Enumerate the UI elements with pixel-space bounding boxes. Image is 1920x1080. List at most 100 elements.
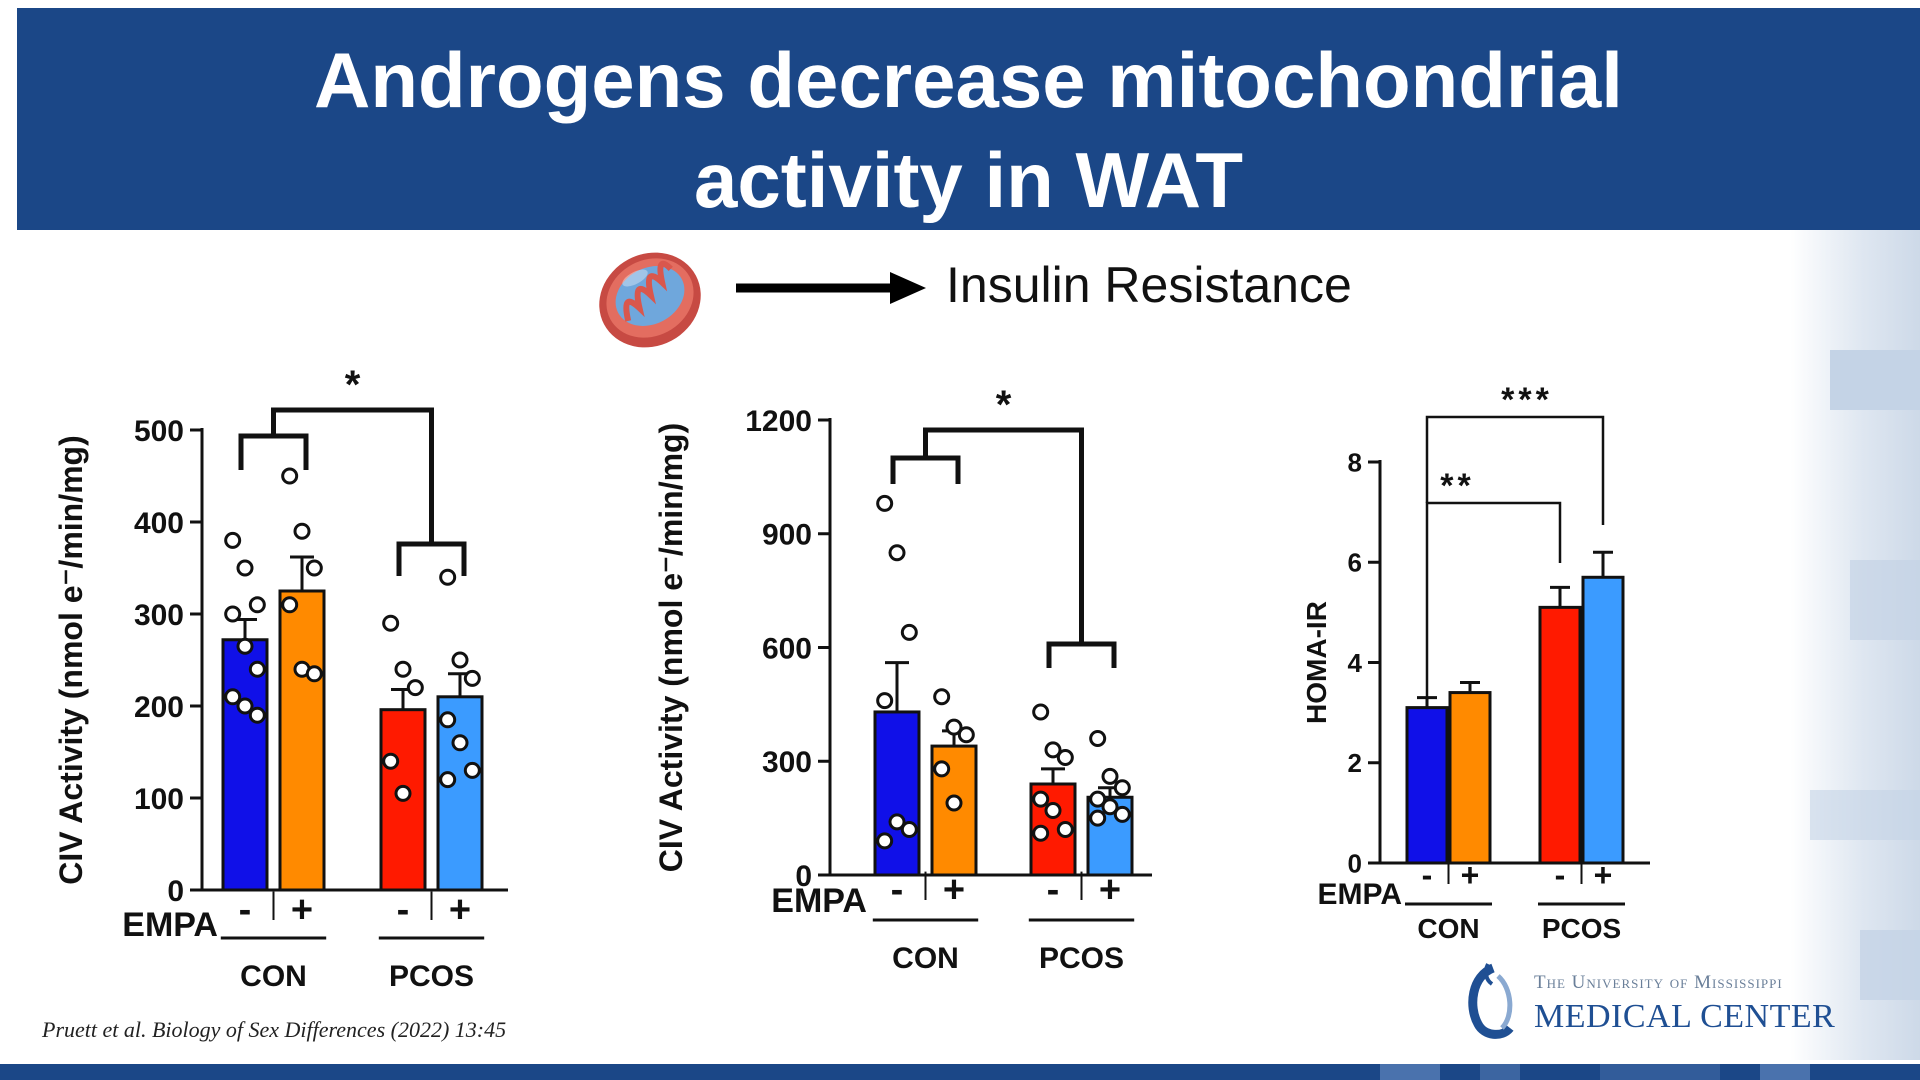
insulin-resistance-label: Insulin Resistance [946,257,1352,313]
data-point [1044,802,1062,820]
chart-civ-activity-1: 0 100 200 300 400 500 CIV Activity (nmol e⁻/mi… [53,363,508,993]
group-label-con: CON [892,942,959,975]
data-point [305,559,323,577]
data-point [1032,790,1050,808]
data-point [1089,790,1107,808]
group-label-con: CON [1417,913,1479,944]
empa-treatment-label: - [891,869,904,911]
ummc-logo: The University of Mississippi MEDICAL CE… [1458,962,1858,1046]
data-point [1044,741,1062,759]
significance-bracket [238,433,309,470]
data-point [933,760,951,778]
data-point [1113,779,1131,797]
significance-label: *** [1501,381,1553,419]
data-point [281,596,299,614]
data-point [933,688,951,706]
data-point [900,821,918,838]
empa-row-label: EMPA [1318,878,1402,911]
data-point [439,568,457,586]
data-point [1056,748,1074,766]
bar-con-minus [221,638,269,892]
slide-title: Androgens decrease mitochondrial activit… [314,36,1623,224]
logo-text-university: The University of Mississippi [1534,972,1783,993]
data-point [1056,821,1074,838]
data-point [236,559,254,577]
chart-civ-activity-2: 0 300 600 900 1200 CIV Activity (nmol e⁻/min/… [653,383,1152,975]
y-tick-label: 200 [134,691,184,724]
y-axis-label: HOMA-IR [1301,601,1332,724]
y-tick-label: 2 [1348,748,1362,778]
empa-treatment-label: + [291,889,313,931]
data-point [888,544,906,562]
data-point [1032,824,1050,842]
significance-bracket [396,541,467,576]
empa-treatment-label: - [1555,857,1566,893]
data-point [876,832,894,850]
y-tick-label: 300 [134,599,184,632]
data-point [439,771,457,789]
empa-treatment-label: + [1594,857,1613,893]
y-tick-label: 900 [762,519,812,552]
significance-bracket [1046,641,1117,668]
data-point [248,596,266,614]
y-tick-label: 400 [134,507,184,540]
y-tick-label: 300 [762,746,812,779]
group-label-pcos: PCOS [1542,913,1621,944]
bottom-bar [0,1064,1920,1080]
data-point [463,761,481,779]
y-tick-label: 1200 [745,405,812,438]
data-point [382,752,400,770]
bar-pcos-plus [1581,575,1625,865]
data-point [945,718,963,736]
empa-treatment-label: + [1099,869,1121,911]
data-point [957,726,975,744]
data-point [394,784,412,802]
title-banner: Androgens decrease mitochondrial activit… [17,8,1920,230]
data-point [876,494,894,512]
y-tick-label: 0 [167,875,184,908]
significance-label: * [996,383,1012,427]
empa-row-label: EMPA [771,882,867,920]
data-point [394,660,412,678]
arrow-icon [736,272,926,304]
data-point [900,623,918,641]
data-point [236,637,254,655]
significance-bracket [923,427,1084,644]
data-point [1113,805,1131,823]
data-point [406,679,424,697]
empa-treatment-label: + [1461,857,1480,893]
data-point [305,665,323,683]
empa-row-label: EMPA [122,906,218,944]
significance-bracket [890,455,961,484]
data-point [451,651,469,669]
data-point [236,697,254,715]
empa-treatment-label: + [943,869,965,911]
y-axis-label: CIV Activity (nmol e⁻/min/mg) [53,435,89,885]
empa-treatment-label: - [1422,857,1433,893]
bar-con-minus [873,710,921,877]
data-point [293,522,311,540]
empa-treatment-label: - [397,889,410,931]
y-tick-label: 4 [1348,648,1363,678]
data-point [224,605,242,623]
data-point [1089,730,1107,747]
logo-text-medical-center: MEDICAL CENTER [1534,998,1836,1035]
data-point [1032,703,1050,721]
data-point [1101,798,1119,816]
empa-treatment-label: + [449,889,471,931]
mitochondrion-icon [599,252,701,348]
data-point [945,794,963,812]
y-tick-label: 500 [134,415,184,448]
data-point [876,692,894,710]
significance-label: ** [1440,467,1474,505]
y-tick-label: 0 [795,860,812,893]
y-axis-label: CIV Activity (nmol e⁻/min/mg) [653,423,689,873]
bar-con-plus [1448,691,1492,865]
citation: Pruett et al. Biology of Sex Differences… [42,1017,507,1042]
empa-treatment-label: - [1047,869,1060,911]
y-tick-label: 600 [762,632,812,665]
ummc-logo-icon [1468,963,1514,1039]
y-tick-label: 6 [1348,548,1362,578]
data-point [439,711,457,729]
data-point [1101,767,1119,785]
